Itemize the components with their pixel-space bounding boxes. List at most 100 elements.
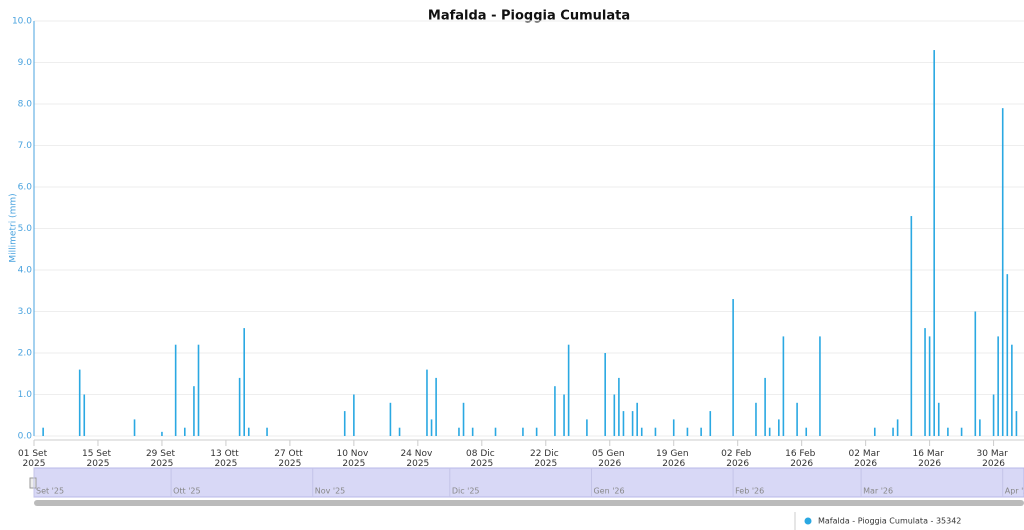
- x-tick-label: 02 Feb 2026: [721, 449, 754, 469]
- navigator-label: Apr '26: [1005, 487, 1024, 496]
- y-tick-label: 6.0: [18, 183, 33, 193]
- navigator-label: Gen '26: [593, 487, 624, 496]
- bar: [672, 419, 675, 436]
- bar: [522, 427, 524, 436]
- navigator-label: Feb '26: [735, 487, 764, 496]
- bar: [42, 427, 44, 436]
- bar: [247, 427, 250, 436]
- x-tick-label: 29 Set 2025: [146, 449, 178, 469]
- legend-marker: [804, 517, 812, 525]
- bar: [494, 427, 497, 436]
- y-tick-label: 4.0: [18, 266, 33, 276]
- legend-label: Mafalda - Pioggia Cumulata - 35342: [818, 517, 961, 526]
- bar: [873, 427, 876, 436]
- y-tick-label: 8.0: [18, 100, 33, 110]
- x-tick-label: 13 Ott 2025: [210, 449, 241, 469]
- navigator-label: Set '25: [36, 487, 64, 496]
- bar: [960, 427, 963, 436]
- bar: [398, 427, 401, 436]
- bar: [778, 419, 780, 436]
- bar: [430, 419, 433, 436]
- bar: [928, 336, 931, 436]
- bar: [979, 419, 981, 436]
- bar: [174, 344, 177, 436]
- bar: [554, 386, 556, 436]
- x-tick-label: 02 Mar 2026: [849, 449, 883, 469]
- bar: [78, 369, 81, 436]
- bar: [700, 427, 702, 436]
- bar: [805, 427, 808, 436]
- bar: [563, 394, 565, 436]
- bar: [640, 427, 643, 436]
- bar: [586, 419, 588, 436]
- bar: [782, 336, 785, 436]
- bar: [974, 311, 977, 436]
- x-tick-label: 16 Feb 2026: [785, 449, 818, 469]
- bar: [709, 411, 712, 436]
- scrollbar[interactable]: [34, 500, 1024, 506]
- x-tick-label: 01 Set 2025: [18, 449, 50, 469]
- bar: [266, 427, 268, 436]
- bar: [686, 427, 689, 436]
- bar: [197, 344, 200, 436]
- bar: [924, 328, 926, 436]
- bar: [604, 353, 606, 436]
- x-tick-label: 30 Mar 2026: [977, 449, 1011, 469]
- bar: [161, 431, 163, 436]
- bar: [618, 377, 620, 436]
- x-tick-label: 27 Ott 2025: [274, 449, 305, 469]
- navigator-label: Mar '26: [863, 487, 893, 496]
- bar: [243, 328, 245, 436]
- bar: [768, 427, 771, 436]
- x-tick-label: 24 Nov 2025: [400, 449, 435, 469]
- bar: [1001, 108, 1004, 437]
- x-tick-label: 05 Gen 2026: [592, 449, 627, 469]
- x-tick-label: 10 Nov 2025: [336, 449, 371, 469]
- bar: [622, 411, 625, 436]
- chart-title: Mafalda - Pioggia Cumulata: [428, 9, 630, 24]
- bar: [183, 427, 186, 436]
- bar: [910, 216, 913, 436]
- bar: [389, 402, 392, 436]
- x-tick-label: 22 Dic 2025: [530, 449, 562, 469]
- bar: [764, 377, 766, 436]
- bar: [796, 402, 798, 436]
- bar: [1015, 411, 1018, 436]
- bar: [353, 394, 355, 436]
- navigator-handle[interactable]: [29, 477, 37, 489]
- bar: [1006, 274, 1009, 436]
- y-axis-title: Millimetri (mm): [9, 193, 19, 262]
- bar: [997, 336, 999, 436]
- bar: [933, 50, 935, 437]
- bar: [193, 386, 195, 436]
- bar: [567, 344, 570, 436]
- bar: [819, 336, 821, 436]
- x-tick-label: 16 Mar 2026: [913, 449, 947, 469]
- bar: [947, 427, 949, 436]
- y-tick-label: 10.0: [12, 17, 32, 27]
- y-tick-label: 2.0: [18, 349, 33, 359]
- y-tick-label: 5.0: [18, 224, 33, 234]
- bar: [435, 377, 437, 436]
- bar: [133, 419, 136, 436]
- bar: [83, 394, 86, 436]
- y-tick-label: 9.0: [18, 58, 33, 68]
- bar: [892, 427, 894, 436]
- bar: [613, 394, 616, 436]
- bar: [471, 427, 474, 436]
- x-tick-label: 15 Set 2025: [82, 449, 114, 469]
- bar: [462, 402, 465, 436]
- bar: [535, 427, 538, 436]
- y-tick-label: 3.0: [18, 307, 33, 317]
- bar: [631, 411, 634, 436]
- y-tick-label: 1.0: [18, 390, 33, 400]
- bar: [992, 394, 995, 436]
- navigator-label: Nov '25: [315, 487, 346, 496]
- bar: [654, 427, 657, 436]
- bar: [896, 419, 899, 436]
- y-tick-label: 7.0: [18, 141, 33, 151]
- y-tick-label: 0.0: [18, 432, 33, 442]
- bar: [426, 369, 428, 436]
- bar: [636, 402, 638, 436]
